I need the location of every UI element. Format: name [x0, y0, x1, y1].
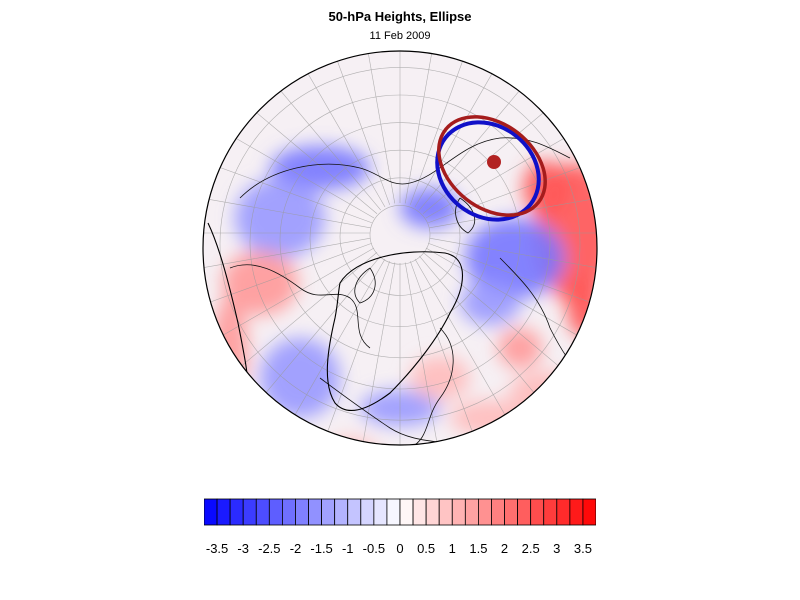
colorbar-box	[242, 498, 257, 526]
ellipse-blue	[435, 120, 541, 222]
longitude-line	[414, 51, 531, 208]
colorbar-box	[425, 498, 440, 526]
colorbar-tick-label: -2.5	[258, 541, 280, 556]
longitude-line	[354, 262, 396, 445]
colorbar-box	[347, 498, 362, 526]
colorbar-box	[373, 498, 388, 526]
colorbar-box	[569, 498, 584, 526]
chart-subtitle: 11 Feb 2009	[369, 30, 431, 42]
colorbar-tick-label: 3.5	[574, 541, 592, 556]
longitude-line	[404, 262, 446, 445]
longitude-line	[429, 237, 597, 279]
colorbar-box	[308, 498, 322, 526]
chart-title: 50-hPa Heights, Ellipse	[328, 9, 472, 24]
colorbar-box	[464, 498, 479, 526]
anomaly-blob	[498, 328, 542, 368]
colorbar-tick-label: 3	[553, 541, 560, 556]
ellipse-red	[437, 115, 547, 217]
colorbar-tick-label: -0.5	[363, 541, 385, 556]
colorbar-box	[216, 498, 231, 526]
longitude-line	[409, 51, 490, 205]
colorbar-box	[268, 498, 283, 526]
coastline-segment	[354, 267, 376, 304]
longitude-line	[203, 242, 372, 323]
globe-outline	[202, 50, 598, 446]
colorbar-box	[491, 498, 505, 526]
colorbar-tick-label: 0	[396, 541, 403, 556]
colorbar-box	[517, 498, 532, 526]
colorbar-tick-label: 1.5	[469, 541, 487, 556]
colorbar-box	[360, 498, 375, 526]
contour-line	[326, 251, 464, 411]
colorbar-tick-label: -2	[290, 541, 302, 556]
colorbar-box	[295, 498, 309, 526]
longitude-line	[354, 51, 396, 204]
anomaly-blob	[410, 356, 470, 400]
coastline-segment	[519, 406, 547, 430]
colorbar-tick-label: -1	[342, 541, 354, 556]
longitude-line	[203, 237, 371, 279]
colorbar-box	[556, 498, 571, 526]
anomaly-blob	[270, 146, 370, 190]
colorbar-box	[504, 498, 518, 526]
colorbar-box	[477, 498, 492, 526]
longitude-line	[310, 51, 391, 205]
colorbar: -3.5 -3 -2.5 -2 -1.5 -1 -0.5 0 0.5 1 1.5 2 2.5 3 3.5	[204, 498, 596, 556]
colorbar-tick-label: 2	[501, 541, 508, 556]
longitude-line	[203, 143, 372, 224]
anomaly-blob	[260, 338, 340, 418]
colorbar-tick-label: 0.5	[417, 541, 435, 556]
colorbar-box	[334, 498, 349, 526]
anomaly-blob	[235, 178, 325, 258]
colorbar-box	[282, 498, 296, 526]
longitude-line	[429, 187, 597, 229]
coastline-segment	[229, 264, 371, 349]
colorbar-box	[229, 498, 244, 526]
colorbar-box	[582, 498, 596, 526]
anomaly-blob	[460, 281, 520, 325]
colorbar-box	[204, 498, 218, 526]
polar-map	[202, 50, 598, 446]
coastline-segment	[409, 327, 454, 445]
colorbar-box	[386, 498, 401, 526]
colorbar-box	[412, 498, 427, 526]
anomaly-blob	[509, 371, 581, 415]
colorbar-tick-label: -3.5	[206, 541, 228, 556]
colorbar-box	[451, 498, 466, 526]
anomaly-blob	[222, 251, 298, 315]
longitude-line	[269, 51, 386, 208]
longitude-line	[428, 242, 597, 323]
colorbar-box	[321, 498, 336, 526]
colorbar-box	[255, 498, 270, 526]
colorbar-box	[543, 498, 558, 526]
colorbar-tick-label: 1	[449, 541, 456, 556]
coastline-segment	[455, 197, 476, 234]
ellipse-center-marker	[487, 155, 501, 169]
colorbar-box	[399, 498, 414, 526]
colorbar-tick-label: 2.5	[522, 541, 540, 556]
colorbar-tick-label: -1.5	[310, 541, 332, 556]
colorbar-box	[438, 498, 453, 526]
colorbar-box	[530, 498, 545, 526]
longitude-line	[203, 187, 371, 229]
longitude-line	[404, 51, 446, 204]
colorbar-tick-label: -3	[237, 541, 249, 556]
